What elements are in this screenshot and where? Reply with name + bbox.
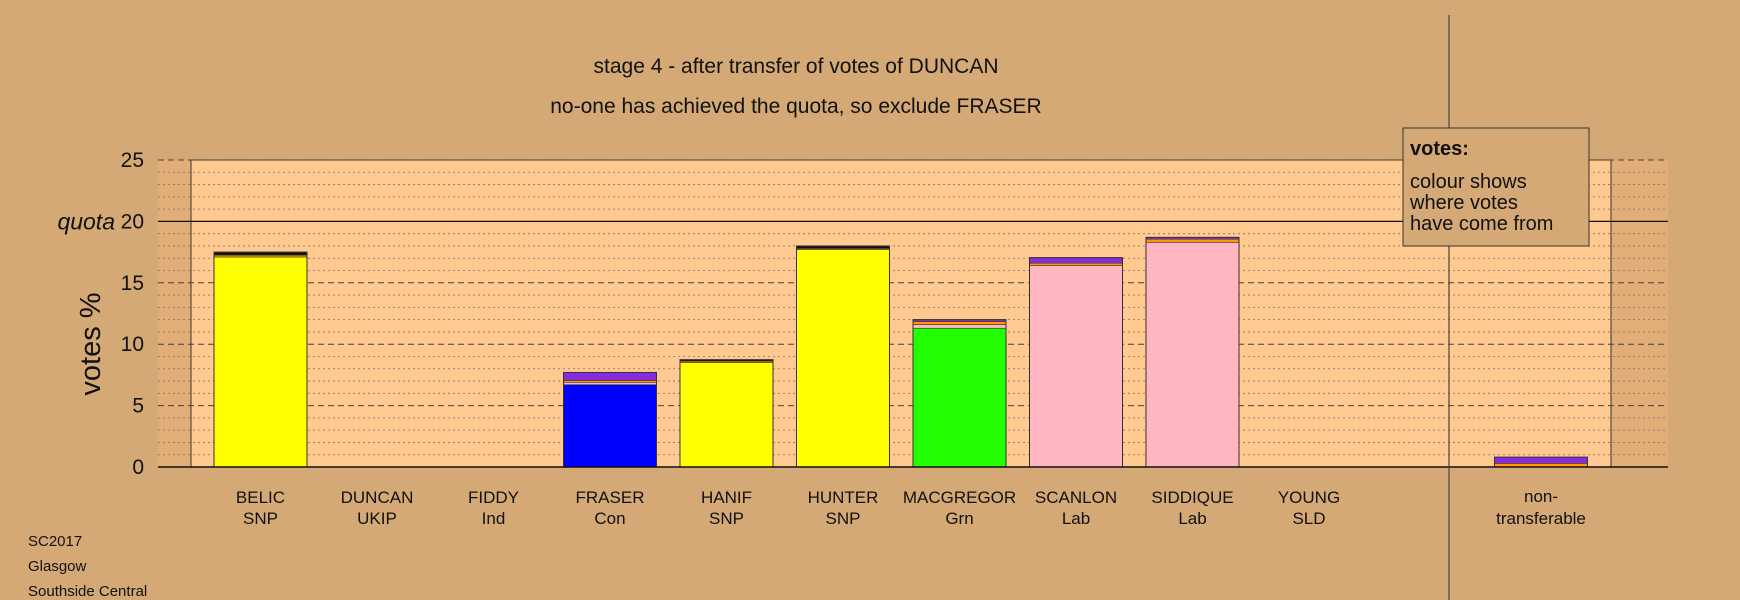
category-label: HANIF xyxy=(701,488,752,507)
y-axis-label: votes % xyxy=(75,292,107,395)
bar-segment xyxy=(912,327,1007,468)
footer-line: Southside Central xyxy=(28,583,147,600)
quota-label: quota xyxy=(57,208,115,234)
y-tick-label: 20 xyxy=(121,210,144,233)
y-tick-label: 5 xyxy=(132,395,144,418)
party-label: SLD xyxy=(1292,509,1325,528)
nontransferable-bar-segment xyxy=(1494,456,1588,464)
category-label: YOUNG xyxy=(1278,488,1340,507)
category-label: BELIC xyxy=(236,488,285,507)
plot-inner-panel xyxy=(190,159,1612,468)
party-label: SNP xyxy=(826,509,861,528)
bar-segment xyxy=(1145,241,1240,468)
party-label: Lab xyxy=(1178,509,1206,528)
y-tick-label: 25 xyxy=(121,149,144,172)
party-label: SNP xyxy=(243,509,278,528)
bar-segment xyxy=(1029,262,1123,266)
party-label: SNP xyxy=(709,509,744,528)
party-label: UKIP xyxy=(357,509,397,528)
party-label: Lab xyxy=(1062,509,1090,528)
bar-segment xyxy=(1029,265,1123,468)
chart-title: stage 4 - after transfer of votes of DUN… xyxy=(594,55,999,78)
bar-segment xyxy=(563,384,657,468)
bar-segment xyxy=(1029,257,1123,264)
bar-segment xyxy=(912,321,1007,325)
party-label: Grn xyxy=(945,509,973,528)
bar-segment xyxy=(912,324,1007,329)
legend: votes: colour shows where votes have com… xyxy=(1402,127,1590,247)
bar-segment xyxy=(213,256,308,468)
category-label: DUNCAN xyxy=(341,488,414,507)
legend-line: colour shows xyxy=(1410,171,1527,193)
bar-segment xyxy=(563,381,657,386)
y-tick-label: 10 xyxy=(121,333,144,356)
axis: BELIC SNP DUNCAN UKIP FIDDY Ind FRASER Con HANIF… xyxy=(57,15,1668,600)
y-tick-label: 0 xyxy=(132,456,144,479)
bar-segment xyxy=(796,249,890,468)
y-tick-label: 15 xyxy=(121,272,144,295)
bar-segment xyxy=(563,372,657,381)
footer-line: SC2017 xyxy=(28,533,82,550)
category-label: FRASER xyxy=(576,488,645,507)
legend-box xyxy=(1402,127,1590,247)
footer: SC2017 Glasgow Southside Central xyxy=(28,533,147,600)
nontransferable-label: transferable xyxy=(1496,509,1586,528)
legend-line: have come from xyxy=(1410,213,1553,235)
category-label: MACGREGOR xyxy=(903,488,1016,507)
category-label: SCANLON xyxy=(1035,488,1117,507)
legend-line: where votes xyxy=(1409,192,1518,214)
party-label: Ind xyxy=(482,509,506,528)
footer-line: Glasgow xyxy=(28,558,87,575)
category-label: FIDDY xyxy=(468,488,519,507)
category-label: HUNTER xyxy=(808,488,879,507)
bars xyxy=(213,236,1588,468)
chart-subtitle: no-one has achieved the quota, so exclud… xyxy=(550,95,1041,118)
bar-segment xyxy=(679,362,774,468)
legend-title: votes: xyxy=(1410,138,1469,160)
party-label: Con xyxy=(594,509,625,528)
bar-segment xyxy=(1145,238,1240,243)
category-label: SIDDIQUE xyxy=(1151,488,1233,507)
nontransferable-label: non- xyxy=(1524,487,1558,506)
